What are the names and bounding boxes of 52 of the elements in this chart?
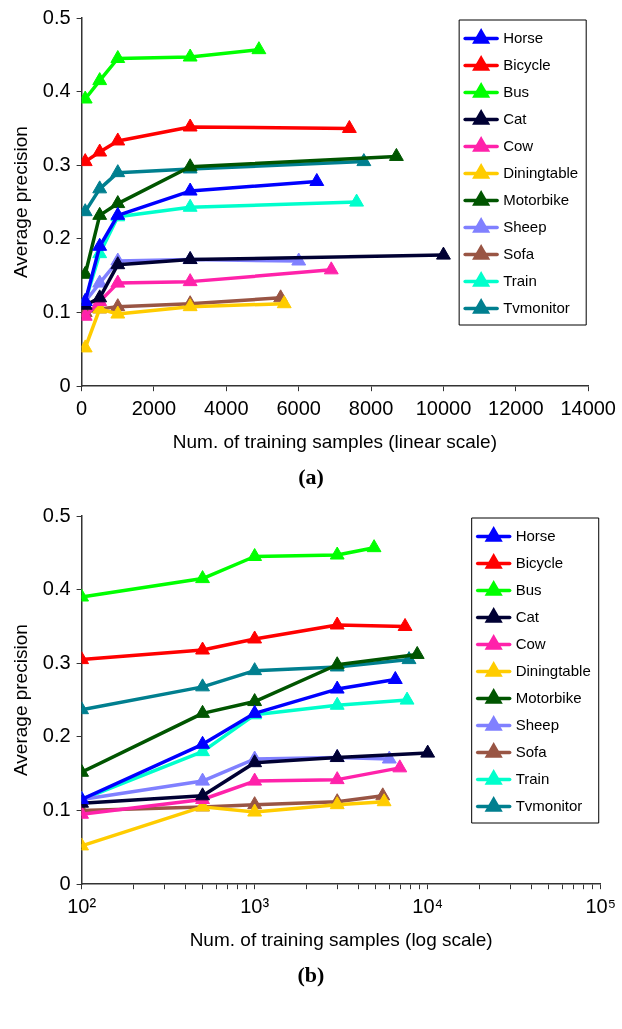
text: (b) — [296, 961, 326, 989]
legend-label: Diningtable — [515, 661, 591, 679]
x-axis-title: Num. of training samples (linear scale) — [172, 430, 497, 452]
x-tick-label: 12000 — [488, 396, 544, 419]
x-tick-label: 4000 — [204, 396, 249, 419]
x-tick-label: 10⁴ — [412, 894, 444, 917]
legend-label: Train — [503, 271, 537, 289]
legend-label: Cow — [515, 634, 546, 652]
legend-label: Bus — [503, 82, 529, 100]
legend-label: Cat — [503, 109, 528, 127]
legend-label: Tvmonitor — [515, 796, 583, 814]
y-tick-label: 0 — [59, 871, 71, 894]
legend-label: Train — [515, 769, 550, 787]
x-tick-label: 10⁵ — [585, 894, 616, 917]
legend-label: Horse — [515, 526, 556, 544]
text: (a) — [297, 463, 325, 491]
legend-label: Motorbike — [503, 190, 569, 208]
legend-label: Cow — [503, 136, 534, 154]
y-tick-label: 0.3 — [42, 152, 71, 175]
legend-label: Cat — [515, 607, 540, 625]
legend-label: Horse — [503, 28, 544, 46]
y-tick-label: 0.5 — [42, 503, 71, 526]
x-tick-label: 8000 — [348, 396, 394, 419]
y-tick-label: 0.1 — [42, 300, 71, 323]
x-tick-label: 0 — [76, 396, 88, 419]
legend-label: Sofa — [515, 742, 548, 760]
legend-label: Tvmonitor — [503, 298, 570, 316]
x-axis-title: Num. of training samples (log scale) — [189, 928, 493, 950]
legend-label: Bicycle — [503, 55, 551, 73]
legend-label: Diningtable — [503, 163, 579, 181]
x-tick-label: 14000 — [560, 396, 616, 419]
legend-label: Sheep — [515, 715, 560, 733]
y-axis-title: Average precision — [9, 624, 31, 776]
legend-label: Motorbike — [515, 688, 582, 706]
y-tick-label: 0.5 — [42, 5, 71, 28]
y-tick-label: 0.3 — [42, 650, 71, 673]
x-tick-label: 2000 — [131, 396, 177, 419]
y-tick-label: 0.4 — [42, 577, 71, 600]
x-tick-label: 10³ — [240, 894, 270, 917]
y-axis-title: Average precision — [9, 126, 31, 278]
legend-label: Sheep — [503, 217, 547, 235]
y-tick-label: 0 — [59, 373, 71, 396]
x-tick-label: 10000 — [415, 396, 472, 419]
legend-label: Bus — [515, 580, 542, 598]
x-tick-label: 10² — [67, 894, 97, 917]
legend-label: Sofa — [503, 244, 535, 262]
y-tick-label: 0.2 — [42, 724, 71, 747]
x-tick-label: 6000 — [276, 396, 321, 419]
y-tick-label: 0.1 — [42, 798, 71, 821]
y-tick-label: 0.2 — [42, 226, 71, 249]
legend-label: Bicycle — [515, 553, 564, 571]
y-tick-label: 0.4 — [42, 79, 71, 102]
